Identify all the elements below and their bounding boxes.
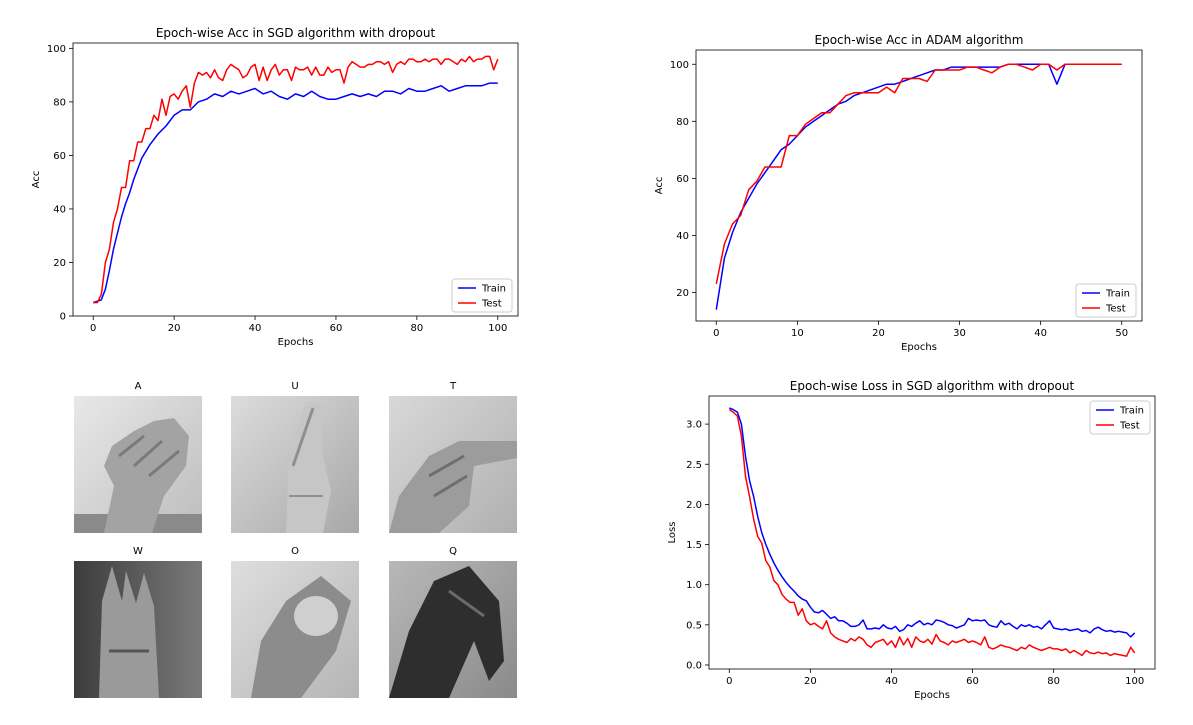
legend-label-train: Train [481,284,506,295]
y-tick-label: 20 [676,288,689,299]
y-tick-label: 0.5 [686,620,702,631]
plot-frame [72,42,519,317]
y-tick-label: 60 [53,151,66,162]
hand-title-2: T [449,381,457,392]
chart-title: Epoch-wise Acc in ADAM algorithm [815,33,1024,47]
y-tick-label: 3.0 [686,420,702,431]
legend-label-train: Train [1119,406,1144,417]
x-tick-label: 0 [726,676,732,687]
x-tick-label: 10 [791,328,804,339]
x-tick-label: 0 [713,328,719,339]
y-tick-label: 40 [53,204,66,215]
x-tick-label: 40 [885,676,898,687]
x-tick-label: 100 [1125,676,1144,687]
x-tick-label: 80 [410,323,423,334]
y-tick-label: 0 [60,312,66,323]
x-tick-label: 80 [1047,676,1060,687]
series-line-train [715,63,1122,310]
chart-0: 0 20 40 60 80 100 0 20 40 60 80 100 Epoch-wise Acc i… [31,26,519,348]
plot-frame [695,49,1143,322]
hand-image-w [74,561,202,698]
series-line-test [728,408,1136,657]
y-tick-label: 60 [676,174,689,185]
chart-title: Epoch-wise Acc in SGD algorithm with dro… [156,26,436,40]
x-tick-label: 60 [966,676,979,687]
chart-title: Epoch-wise Loss in SGD algorithm with dr… [790,379,1075,393]
x-tick-label: 20 [168,323,181,334]
y-tick-label: 1.5 [686,540,702,551]
hand-title-4: O [291,546,299,557]
chart-1: 0 10 20 30 40 50 20 40 60 80 100 Epoch-wise Acc in … [654,33,1143,353]
x-tick-label: 100 [488,323,507,334]
x-tick-label: 20 [872,328,885,339]
plot-frame [708,395,1156,670]
hand-title-0: A [134,381,142,392]
hand-image-o [231,561,359,698]
legend-label-train: Train [1105,289,1130,300]
y-tick-label: 80 [53,97,66,108]
x-tick-label: 60 [330,323,343,334]
hand-image-a [74,396,202,533]
hand-image-q [389,561,517,698]
legend: Train Test [1075,283,1137,318]
y-axis-label: Acc [31,171,42,189]
legend-label-test: Test [1119,421,1140,432]
y-tick-label: 80 [676,117,689,128]
legend: Train Test [1089,400,1151,435]
y-tick-label: 20 [53,258,66,269]
legend-label-test: Test [1105,304,1126,315]
y-tick-label: 100 [47,44,66,55]
series-line-test [93,55,499,304]
x-tick-label: 30 [953,328,966,339]
y-tick-label: 0.0 [686,660,702,671]
series-line-train [92,82,498,304]
y-tick-label: 100 [670,60,689,71]
y-tick-label: 1.0 [686,580,702,591]
y-tick-label: 2.5 [686,460,702,471]
x-axis-label: Epochs [278,337,314,348]
x-tick-label: 40 [1034,328,1047,339]
x-axis-label: Epochs [914,690,950,701]
legend: Train Test [451,278,513,313]
hand-title-5: Q [449,546,457,557]
y-axis-label: Loss [667,522,678,544]
series-line-test [715,63,1122,285]
y-axis-label: Acc [654,177,665,195]
x-tick-label: 20 [804,676,817,687]
x-tick-label: 0 [90,323,96,334]
chart-2: 0 20 40 60 80 100 0.0 0.5 1.0 1.5 2.0 2.5 3.0 Epoch-w… [667,379,1156,701]
hand-title-3: W [133,546,143,557]
y-tick-label: 2.0 [686,500,702,511]
legend-label-test: Test [481,299,502,310]
hand-image-u [231,396,359,533]
x-tick-label: 50 [1115,328,1128,339]
hand-image-t [389,396,517,533]
series-line-train [729,407,1136,638]
x-tick-label: 40 [249,323,262,334]
y-tick-label: 40 [676,231,689,242]
x-axis-label: Epochs [901,342,937,353]
hand-title-1: U [291,381,299,392]
